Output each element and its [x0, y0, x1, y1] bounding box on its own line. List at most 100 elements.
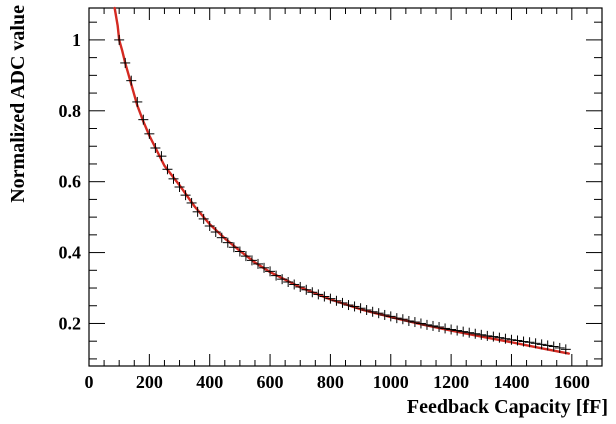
data-point: [524, 337, 535, 348]
data-point: [458, 326, 469, 337]
data-point: [482, 330, 493, 341]
data-point: [204, 220, 215, 231]
data-point: [476, 329, 487, 340]
fit-curve: [113, 6, 571, 355]
y-tick-label: 0.6: [59, 172, 82, 192]
data-point: [355, 303, 366, 314]
x-tick-label: 1000: [373, 372, 409, 392]
data-point: [319, 291, 330, 302]
data-point: [114, 34, 125, 45]
data-point: [144, 128, 155, 139]
data-point: [385, 311, 396, 322]
data-point: [349, 301, 360, 312]
data-point: [126, 75, 137, 86]
data-point: [162, 164, 173, 175]
data-point: [446, 324, 457, 335]
data-point: [391, 313, 402, 324]
plot-frame-layer: [88, 7, 603, 367]
data-point: [271, 270, 282, 281]
data-point: [222, 237, 233, 248]
data-point: [470, 328, 481, 339]
data-point: [464, 327, 475, 338]
data-point: [373, 308, 384, 319]
data-point: [150, 143, 161, 154]
data-point: [325, 293, 336, 304]
fit-curve-layer: [113, 6, 571, 355]
plot-frame: [88, 7, 603, 367]
data-point: [277, 274, 288, 285]
data-point: [343, 300, 354, 311]
data-point: [240, 251, 251, 262]
data-point: [361, 304, 372, 315]
x-tick-label: 1400: [493, 372, 529, 392]
data-points-layer: [114, 34, 571, 355]
tick-labels-layer: 0 200 400 600 800 1000 1200 1400 1600 0.2 0.4 0.6 0.…: [59, 30, 590, 392]
data-point: [234, 246, 245, 257]
data-point: [313, 289, 324, 300]
data-point: [307, 287, 318, 298]
data-point: [554, 342, 565, 353]
data-point: [434, 322, 445, 333]
x-tick-label: 1200: [433, 372, 469, 392]
data-point: [452, 325, 463, 336]
data-point: [421, 319, 432, 330]
data-point: [301, 284, 312, 295]
data-point: [500, 333, 511, 344]
data-point: [488, 331, 499, 342]
data-point: [246, 255, 257, 266]
data-point: [542, 340, 553, 351]
data-point: [174, 182, 185, 192]
x-axis-title: Feedback Capacity [fF]: [407, 396, 608, 418]
data-point: [337, 297, 348, 308]
data-point: [367, 306, 378, 317]
data-point: [518, 336, 529, 347]
data-point: [548, 341, 559, 352]
y-tick-label: 1: [72, 30, 81, 50]
data-point: [210, 227, 221, 238]
data-point: [156, 151, 167, 162]
y-axis-title: Normalized ADC value: [7, 5, 29, 203]
data-point: [259, 262, 270, 273]
data-point: [331, 295, 342, 306]
y-tick-label: 0.4: [59, 243, 82, 263]
data-point: [506, 334, 517, 345]
data-point: [409, 317, 420, 328]
data-point: [186, 197, 197, 208]
data-point: [265, 266, 276, 277]
data-point: [560, 344, 571, 355]
y-tick-label: 0.2: [59, 313, 82, 333]
x-tick-label: 400: [196, 372, 223, 392]
data-point: [428, 320, 439, 331]
data-point: [138, 114, 149, 125]
data-point: [397, 314, 408, 325]
data-point: [403, 315, 414, 326]
data-point: [440, 323, 451, 334]
data-point: [289, 279, 300, 290]
data-point: [216, 232, 227, 243]
x-tick-label: 600: [257, 372, 284, 392]
data-point: [295, 281, 306, 292]
data-point: [192, 206, 203, 217]
x-tick-label: 1600: [554, 372, 590, 392]
x-tick-label: 0: [85, 372, 94, 392]
data-point: [415, 318, 426, 329]
data-point: [530, 338, 541, 349]
x-tick-label: 200: [136, 372, 163, 392]
data-point: [120, 57, 131, 68]
y-tick-label: 0.8: [59, 101, 82, 121]
data-point: [494, 332, 505, 343]
data-point: [379, 309, 390, 320]
data-point: [180, 190, 191, 201]
x-tick-label: 800: [317, 372, 344, 392]
data-point: [198, 213, 209, 224]
data-point: [132, 96, 143, 107]
data-point: [512, 335, 523, 346]
data-point: [228, 242, 239, 253]
axis-ticks-layer: [88, 8, 603, 366]
data-point: [252, 258, 263, 269]
data-point: [168, 173, 179, 184]
data-point: [283, 276, 294, 287]
data-point: [536, 339, 547, 350]
